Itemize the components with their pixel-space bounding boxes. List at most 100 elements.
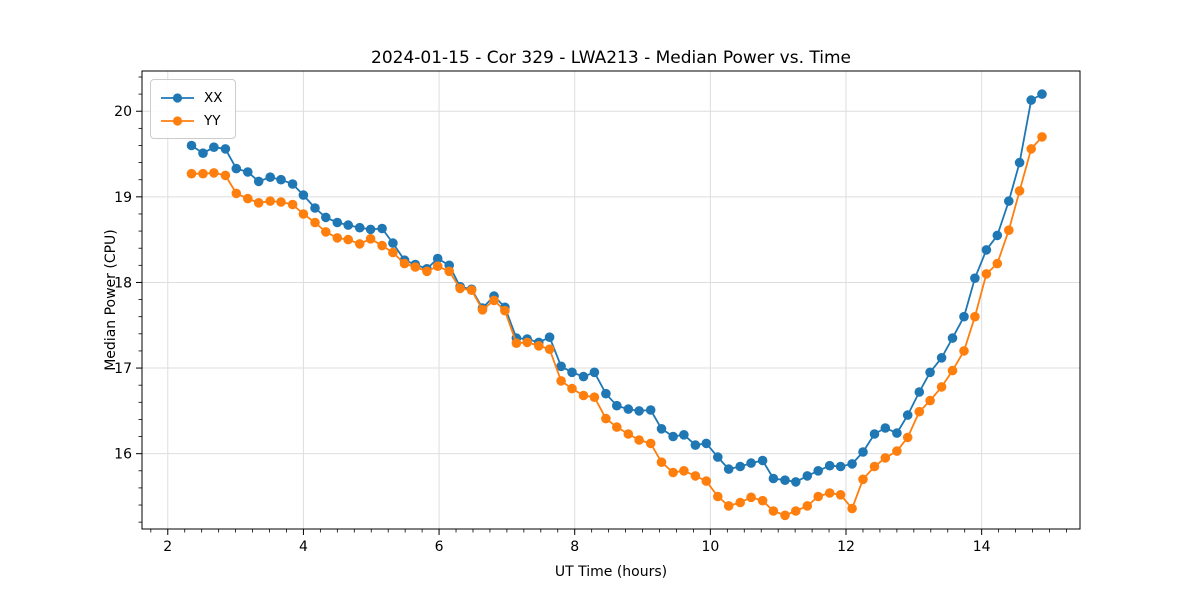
data-point-XX [858, 447, 868, 457]
data-point-YY [198, 168, 208, 179]
data-point-XX [701, 438, 712, 449]
data-point-YY [713, 491, 723, 502]
x-tick-label: 10 [701, 539, 719, 555]
data-point-YY [466, 285, 477, 296]
data-point-XX [354, 222, 365, 233]
data-point-YY [612, 422, 622, 432]
data-point-XX [556, 361, 566, 372]
series-YY-markers [186, 132, 1047, 521]
data-point-YY [847, 503, 857, 514]
data-point-XX [578, 371, 589, 382]
data-point-XX [936, 353, 947, 363]
data-point-YY [802, 501, 813, 511]
data-point-XX [824, 460, 835, 471]
data-point-YY [925, 395, 935, 406]
x-axis-label: UT Time (hours) [554, 564, 668, 580]
data-point-XX [959, 311, 969, 322]
data-point-XX [847, 459, 857, 469]
data-point-XX [544, 332, 555, 343]
data-point-XX [298, 190, 309, 200]
data-point-YY [981, 269, 992, 279]
data-point-YY [701, 476, 712, 486]
data-point-YY [892, 446, 902, 456]
y-tick-label: 19 [114, 190, 132, 206]
data-point-XX [589, 367, 600, 378]
data-point-YY [1037, 132, 1047, 142]
data-point-XX [332, 217, 343, 228]
data-point-YY [432, 261, 443, 272]
data-point-XX [835, 461, 846, 472]
data-point-XX [1014, 157, 1025, 168]
data-point-YY [388, 247, 398, 258]
data-point-YY [455, 283, 465, 294]
data-point-YY [902, 432, 913, 443]
data-point-XX [780, 475, 790, 486]
data-point-YY [253, 198, 264, 208]
data-point-YY [735, 497, 745, 508]
data-point-YY [656, 457, 667, 468]
x-tick-label: 12 [837, 539, 855, 555]
data-point-YY [399, 258, 410, 269]
data-point-XX [253, 176, 264, 187]
x-tick-label: 8 [570, 539, 579, 555]
data-point-YY [477, 305, 488, 315]
data-point-XX [791, 477, 801, 487]
data-point-XX [892, 428, 902, 438]
data-point-XX [880, 423, 891, 433]
data-point-YY [601, 413, 611, 424]
data-point-XX [981, 245, 992, 255]
data-point-YY [757, 495, 768, 506]
data-point-XX [388, 238, 398, 248]
data-point-YY [209, 168, 219, 178]
data-point-XX [343, 220, 354, 230]
data-point-YY [265, 196, 276, 206]
data-point-YY [310, 217, 320, 228]
grid-lines [142, 71, 1080, 529]
data-point-YY [343, 234, 354, 245]
data-point-XX [432, 253, 443, 264]
legend-marker-xx-icon [161, 92, 194, 103]
data-point-YY [220, 170, 231, 181]
data-point-XX [656, 424, 667, 434]
y-tick-label: 16 [114, 447, 132, 463]
data-point-YY [947, 365, 958, 376]
y-tick-label: 20 [114, 104, 132, 120]
data-point-YY [186, 168, 197, 179]
data-point-YY [835, 490, 846, 500]
data-point-XX [970, 273, 980, 284]
data-point-YY [578, 390, 589, 401]
data-point-XX [869, 429, 880, 439]
data-point-XX [310, 203, 320, 213]
data-point-XX [992, 230, 1003, 241]
data-point-YY [321, 227, 331, 237]
data-point-XX [746, 458, 756, 468]
legend-marker-yy-icon [161, 115, 194, 126]
data-point-YY [959, 346, 969, 356]
x-tick-label: 2 [163, 539, 172, 555]
series-XX [186, 89, 1047, 487]
chart-title: 2024-01-15 - Cor 329 - LWA213 - Median P… [371, 48, 851, 68]
data-point-YY [813, 491, 823, 502]
legend-label-yy: YY [204, 112, 221, 129]
data-point-YY [690, 471, 701, 481]
data-point-YY [422, 266, 432, 277]
data-point-YY [243, 193, 253, 204]
axis-ticks: 2 4 6 8 10 12 14 16 17 18 19 20 [114, 76, 1067, 555]
data-point-XX [902, 410, 913, 420]
data-point-YY [645, 438, 656, 449]
data-point-YY [992, 258, 1003, 269]
y-tick-label: 17 [114, 361, 132, 377]
data-point-XX [713, 452, 723, 462]
data-point-YY [858, 474, 868, 485]
data-point-YY [365, 234, 376, 244]
legend-item-yy: YY [160, 109, 223, 132]
data-point-YY [567, 383, 577, 394]
data-point-YY [623, 429, 634, 439]
data-point-YY [231, 188, 242, 199]
data-point-XX [612, 400, 622, 411]
data-point-YY [332, 233, 343, 243]
data-point-YY [634, 435, 644, 445]
data-point-XX [645, 405, 656, 415]
data-point-YY [668, 467, 678, 478]
